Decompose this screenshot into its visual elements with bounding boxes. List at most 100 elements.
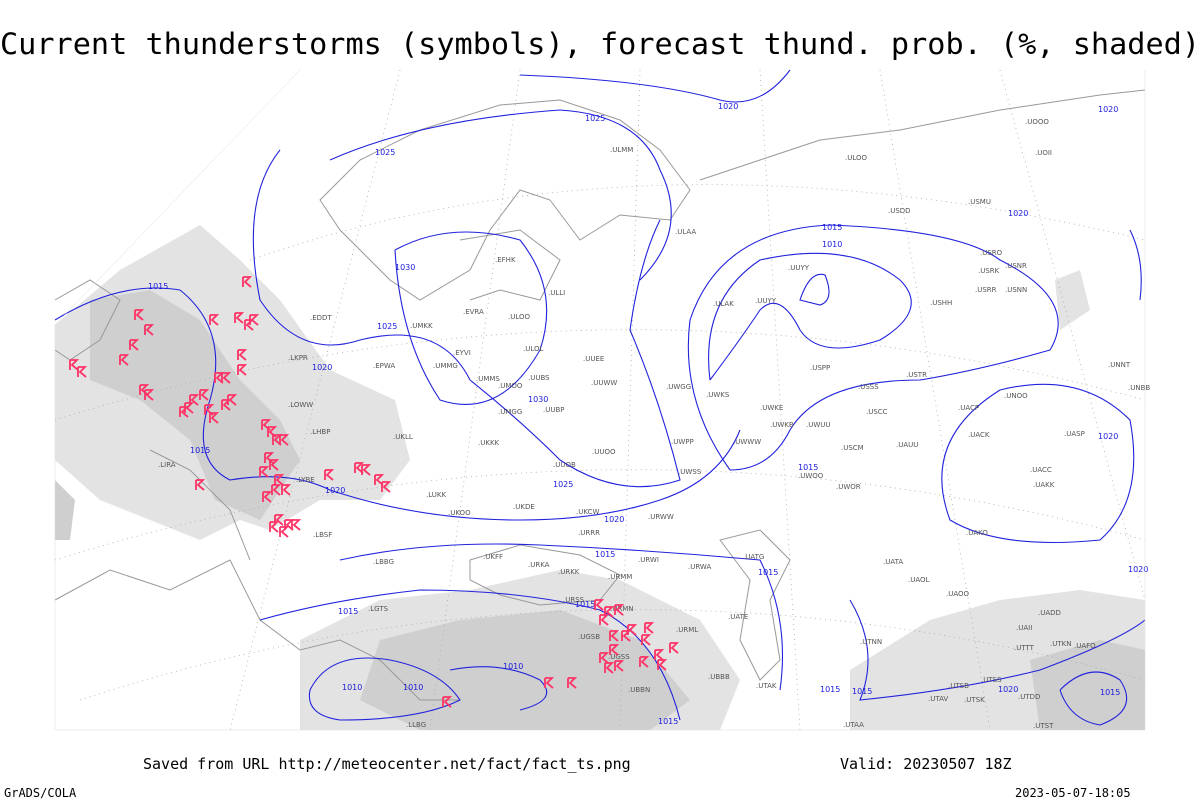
station-label: .UAII xyxy=(1016,624,1032,632)
station-label: .URMM xyxy=(608,573,632,581)
isobar-label: 1020 xyxy=(998,685,1018,694)
station-label: .UOII xyxy=(1035,149,1052,157)
thunderstorm-symbol xyxy=(639,656,650,668)
thunderstorm-symbol xyxy=(669,642,680,654)
thunderstorm-symbol xyxy=(269,521,280,533)
thunderstorm-symbol xyxy=(271,484,282,496)
station-label: .UAKO xyxy=(966,529,988,537)
thunderstorm-symbol xyxy=(614,660,625,672)
thunderstorm-symbol xyxy=(144,389,155,401)
station-label: .UKKK xyxy=(478,439,500,447)
isobars xyxy=(54,69,1146,726)
station-label: .URWA xyxy=(688,563,711,571)
coastline xyxy=(149,449,251,561)
station-label: .UKOO xyxy=(448,509,471,517)
station-label: .UUBS xyxy=(528,374,550,382)
grid-line xyxy=(54,469,1146,561)
station-label: .UWSS xyxy=(678,468,702,476)
shaded-area xyxy=(55,480,75,540)
coastline xyxy=(319,99,691,301)
isobar-label: 1020 xyxy=(1098,105,1118,114)
station-label: .UBBN xyxy=(628,686,650,694)
thunderstorm-symbol xyxy=(77,366,88,378)
station-label: .UATE xyxy=(728,613,748,621)
station-label: .UAFO xyxy=(1074,642,1096,650)
thunderstorm-symbol xyxy=(221,372,232,384)
map-frame xyxy=(54,69,1146,731)
station-label: .UUOB xyxy=(553,461,576,469)
thunderstorm-symbol xyxy=(544,677,555,689)
station-label: .URMN xyxy=(610,605,634,613)
station-label: .UTST xyxy=(1033,722,1054,730)
station-label: .UWGG xyxy=(666,383,691,391)
station-label: .UUYY xyxy=(755,297,777,305)
isobar xyxy=(449,666,548,711)
station-label: .UWWW xyxy=(733,438,761,446)
thunderstorm-symbol xyxy=(249,314,260,326)
station-label: .UWPP xyxy=(671,438,694,446)
thunderstorm-symbol xyxy=(324,469,335,481)
station-label: .ULOL xyxy=(523,345,544,353)
station-label: .URWI xyxy=(638,556,659,564)
station-label: .UUYY xyxy=(788,264,810,272)
isobar-labels: 1025 1025 1020 1020 1015 1030 1025 1020 1030 1015… xyxy=(148,102,1148,726)
source-url: Saved from URL http://meteocenter.net/fa… xyxy=(143,755,631,773)
isobar xyxy=(308,657,461,721)
isobar-label: 1015 xyxy=(758,568,778,577)
thunderstorm-symbol xyxy=(272,434,283,446)
station-label: .URWW xyxy=(648,513,674,521)
station-label: .ULOO xyxy=(845,154,868,162)
thunderstorm-symbol xyxy=(354,462,365,474)
station-label: .UNNT xyxy=(1108,361,1131,369)
station-label: .USNN xyxy=(1005,286,1027,294)
isobar-label: 1010 xyxy=(342,683,362,692)
station-label: .UACP xyxy=(958,404,979,412)
thunderstorm-symbol xyxy=(641,634,652,646)
thunderstorm-symbol xyxy=(609,630,620,642)
station-label: .UGSS xyxy=(608,653,630,661)
station-label: .USCC xyxy=(866,408,888,416)
coastline xyxy=(54,279,121,361)
station-label: .UGSB xyxy=(578,633,600,641)
shaded-area xyxy=(90,290,300,520)
isobar xyxy=(329,109,672,281)
thunderstorm-symbol xyxy=(262,491,273,503)
station-label: .URML xyxy=(676,626,698,634)
station-label: .USDD xyxy=(888,207,911,215)
thunderstorm-symbol xyxy=(129,339,140,351)
thunderstorm-symbol xyxy=(144,324,155,336)
thunderstorm-symbol xyxy=(291,519,302,531)
station-label: .ULAA xyxy=(675,228,696,236)
isobar xyxy=(54,287,741,521)
station-label: .UAUU xyxy=(896,441,918,449)
station-label: .URKA xyxy=(528,561,550,569)
shaded-probability xyxy=(55,225,1145,730)
station-label: .USCM xyxy=(841,444,864,452)
isobar-label: 1020 xyxy=(1008,209,1028,218)
isobar xyxy=(339,543,784,691)
thunderstorm-symbol xyxy=(644,622,655,634)
station-label: .UMMS xyxy=(476,375,500,383)
station-label: .UTTT xyxy=(1014,644,1035,652)
thunderstorm-symbol xyxy=(242,276,253,288)
isobar xyxy=(259,589,681,721)
thunderstorm-symbol xyxy=(69,359,80,371)
station-label: .UNOO xyxy=(1004,392,1028,400)
thunderstorm-symbol xyxy=(209,412,220,424)
thunderstorm-symbol xyxy=(609,644,620,656)
isobar-label: 1025 xyxy=(375,148,395,157)
station-label: .UWOO xyxy=(798,472,824,480)
station-label: .LUKK xyxy=(426,491,446,499)
isobar-label: 1015 xyxy=(148,282,168,291)
isobar-label: 1015 xyxy=(595,550,615,559)
station-label: .LHBP xyxy=(310,428,330,436)
thunderstorm-symbol xyxy=(361,464,372,476)
isobar-label: 1020 xyxy=(312,363,332,372)
station-label: .LKPR xyxy=(288,354,308,362)
coastlines xyxy=(54,89,1146,701)
station-label: .UACK xyxy=(968,431,990,439)
isobar xyxy=(687,224,1059,471)
station-label: .UTAV xyxy=(928,695,948,703)
thunderstorm-symbol xyxy=(199,389,210,401)
station-label: .UACC xyxy=(1030,466,1052,474)
